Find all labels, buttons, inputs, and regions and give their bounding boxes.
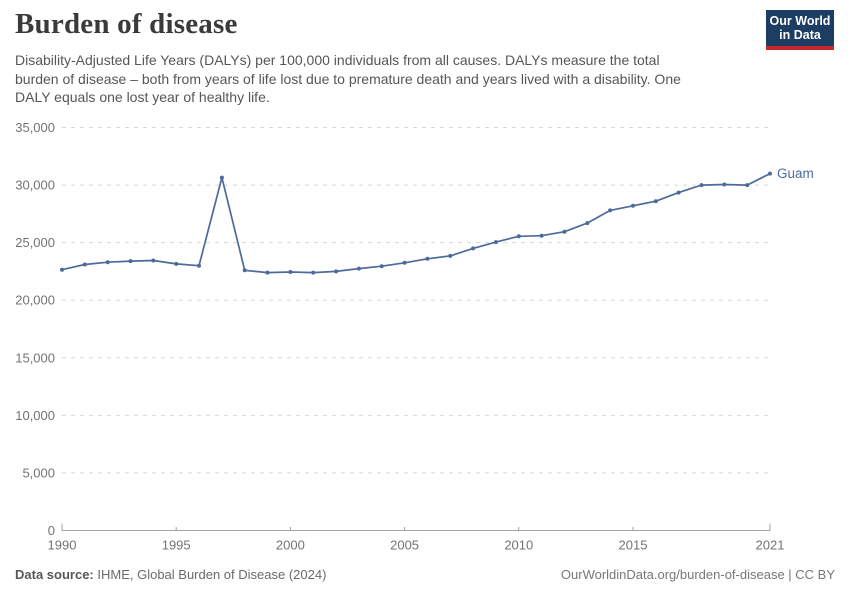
data-source-note: Data source: IHME, Global Burden of Dise… — [15, 567, 326, 582]
data-point[interactable] — [82, 262, 87, 267]
x-tick-label: 2005 — [390, 538, 419, 553]
data-point[interactable] — [676, 190, 681, 195]
subtitle-line: Disability-Adjusted Life Years (DALYs) p… — [15, 52, 660, 68]
data-point[interactable] — [219, 175, 224, 180]
y-tick-label: 15,000 — [15, 350, 55, 365]
x-tick-label: 1995 — [162, 538, 191, 553]
owid-link-text: OurWorldinData.org/burden-of-disease | C… — [560, 567, 835, 582]
subtitle-line: burden of disease – both from years of l… — [15, 70, 681, 87]
data-point[interactable] — [242, 268, 247, 273]
owid-logo-line2: in Data — [779, 28, 821, 42]
data-source-text: IHME, Global Burden of Disease (2024) — [93, 567, 327, 582]
x-tick-label: 1990 — [48, 538, 77, 553]
data-point[interactable] — [448, 253, 453, 258]
data-point[interactable] — [722, 182, 727, 187]
owid-link[interactable]: OurWorldinData.org/burden-of-disease | C… — [561, 567, 835, 582]
y-tick-label: 35,000 — [15, 120, 55, 135]
data-point[interactable] — [425, 256, 430, 261]
y-tick-label: 30,000 — [15, 178, 55, 193]
data-point[interactable] — [493, 240, 498, 245]
y-tick-label: 0 — [48, 523, 55, 538]
data-point[interactable] — [128, 259, 133, 264]
data-point[interactable] — [471, 246, 476, 251]
y-tick-label: 5,000 — [22, 465, 55, 480]
data-point[interactable] — [174, 261, 179, 266]
x-tick-label: 2010 — [504, 538, 533, 553]
data-point[interactable] — [151, 258, 156, 263]
data-point[interactable] — [631, 203, 635, 208]
data-point[interactable] — [768, 171, 772, 176]
subtitle-line: DALY equals one lost year of healthy lif… — [15, 89, 270, 105]
data-source-label: Data source: — [15, 567, 94, 582]
data-point[interactable] — [653, 199, 658, 204]
x-tick-label: 2021 — [756, 538, 785, 553]
x-tick-label: 2015 — [619, 538, 648, 553]
data-point[interactable] — [402, 260, 407, 265]
data-point[interactable] — [608, 208, 613, 213]
data-point[interactable] — [562, 229, 567, 234]
data-line[interactable] — [61, 172, 771, 274]
series-end-label[interactable]: Guam — [777, 166, 814, 181]
data-point[interactable] — [311, 270, 316, 275]
y-tick-label: 20,000 — [15, 293, 55, 308]
data-point[interactable] — [197, 263, 201, 268]
data-point[interactable] — [265, 270, 270, 275]
y-tick-label: 10,000 — [15, 408, 55, 423]
data-point[interactable] — [585, 221, 590, 226]
x-tick-label: 2000 — [276, 538, 305, 553]
data-point[interactable] — [379, 264, 384, 269]
owid-logo-line1: Our World — [769, 14, 831, 28]
data-point[interactable] — [516, 234, 521, 239]
data-point[interactable] — [334, 269, 339, 274]
data-point[interactable] — [60, 267, 64, 272]
data-point[interactable] — [105, 260, 110, 265]
data-point[interactable] — [288, 270, 293, 274]
chart-subtitle: Disability-Adjusted Life Years (DALYs) p… — [15, 51, 681, 107]
data-point[interactable] — [699, 183, 704, 188]
y-tick-label: 25,000 — [15, 235, 55, 250]
owid-logo[interactable]: Our World in Data — [766, 10, 834, 50]
data-point[interactable] — [745, 183, 750, 188]
data-point[interactable] — [539, 233, 544, 238]
page-title: Burden of disease — [15, 8, 238, 40]
data-point[interactable] — [356, 266, 361, 271]
